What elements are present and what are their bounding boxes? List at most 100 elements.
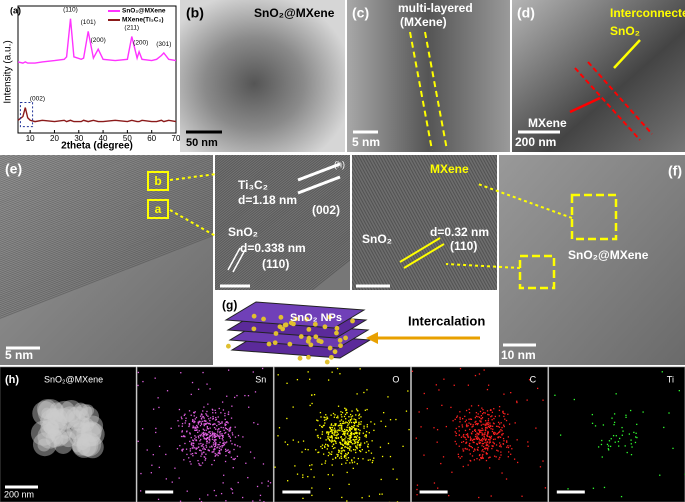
element-dot bbox=[209, 417, 212, 419]
element-dot bbox=[214, 445, 217, 447]
particle-blob bbox=[65, 406, 90, 431]
element-dot bbox=[355, 429, 357, 431]
arrow-head bbox=[366, 332, 378, 344]
element-dot bbox=[203, 406, 205, 408]
element-dot bbox=[355, 445, 357, 447]
eds-mapping: SnO₂@MXene Sn O C Ti(h)200 nm bbox=[0, 366, 685, 502]
element-dot bbox=[193, 447, 195, 449]
fringe bbox=[438, 155, 497, 263]
element-dot bbox=[506, 446, 508, 448]
element-dot bbox=[339, 427, 341, 429]
element-dot bbox=[349, 448, 351, 450]
element-dot bbox=[198, 421, 200, 423]
element-dot bbox=[195, 448, 197, 450]
element-dot bbox=[165, 478, 167, 480]
element-dot bbox=[185, 417, 187, 419]
element-dot bbox=[194, 426, 196, 428]
element-dot bbox=[207, 415, 209, 417]
element-dot bbox=[489, 456, 491, 458]
element-dot bbox=[332, 443, 335, 445]
element-dot bbox=[465, 438, 467, 441]
element-dot bbox=[196, 426, 199, 428]
element-dot bbox=[203, 423, 205, 425]
element-dot bbox=[194, 435, 196, 437]
element-dot bbox=[491, 415, 493, 417]
element-dot bbox=[497, 421, 500, 424]
element-dot bbox=[356, 409, 358, 412]
element-dot bbox=[359, 429, 361, 432]
element-dot bbox=[475, 415, 478, 417]
element-dot bbox=[249, 451, 252, 453]
element-dot bbox=[345, 421, 347, 423]
element-dot bbox=[337, 429, 339, 431]
element-dot bbox=[490, 415, 492, 418]
element-dot bbox=[443, 378, 445, 380]
element-dot bbox=[407, 390, 409, 392]
element-dot bbox=[188, 425, 190, 428]
map-title: Ti bbox=[667, 374, 674, 384]
element-dot bbox=[489, 422, 491, 424]
element-dot bbox=[221, 421, 223, 423]
fringe bbox=[411, 155, 487, 290]
element-dot bbox=[493, 442, 495, 444]
fringe bbox=[215, 155, 261, 192]
annotation: multi-layered bbox=[398, 1, 473, 15]
element-dot bbox=[202, 448, 204, 450]
element-dot bbox=[469, 436, 472, 438]
element-dot bbox=[200, 434, 202, 436]
element-dot bbox=[465, 419, 467, 421]
element-dot bbox=[498, 445, 501, 447]
element-dot bbox=[323, 419, 326, 421]
fringe bbox=[215, 155, 291, 216]
element-dot bbox=[337, 455, 339, 457]
element-dot bbox=[337, 417, 339, 419]
x-tick-label: 40 bbox=[99, 134, 108, 143]
element-dot bbox=[482, 409, 484, 411]
particle-blob bbox=[47, 428, 61, 441]
element-dot bbox=[338, 424, 340, 426]
element-dot bbox=[459, 418, 461, 420]
element-dot bbox=[481, 445, 483, 447]
fringe bbox=[251, 211, 350, 290]
fringe bbox=[444, 155, 497, 252]
fringe bbox=[215, 161, 350, 270]
element-dot bbox=[474, 374, 477, 377]
fringe-marker bbox=[232, 249, 246, 273]
fringe bbox=[352, 214, 394, 290]
element-dot bbox=[416, 494, 418, 496]
element-dot bbox=[469, 439, 472, 441]
element-dot bbox=[345, 443, 347, 445]
element-dot bbox=[487, 449, 489, 451]
element-dot bbox=[234, 444, 236, 446]
element-dot bbox=[181, 449, 183, 451]
element-dot bbox=[323, 424, 325, 426]
fringe bbox=[215, 173, 350, 282]
element-dot bbox=[343, 433, 346, 436]
element-dot bbox=[316, 435, 319, 437]
element-dot bbox=[350, 433, 353, 436]
element-dot bbox=[448, 494, 450, 497]
element-dot bbox=[201, 462, 204, 464]
element-dot bbox=[341, 438, 343, 440]
element-dot bbox=[537, 387, 539, 390]
element-dot bbox=[202, 428, 204, 430]
fringe bbox=[402, 155, 478, 290]
element-dot bbox=[181, 422, 184, 425]
element-dot bbox=[630, 439, 632, 441]
element-dot bbox=[475, 420, 477, 423]
element-dot bbox=[204, 459, 206, 461]
fringe bbox=[0, 180, 213, 265]
annotation: SnO₂ NPs bbox=[290, 312, 342, 324]
element-dot bbox=[440, 462, 442, 465]
particle-blob bbox=[81, 421, 102, 443]
element-dot bbox=[470, 446, 472, 448]
element-dot bbox=[426, 407, 428, 410]
element-dot bbox=[197, 431, 199, 434]
element-dot bbox=[218, 407, 220, 410]
nanoparticle bbox=[277, 324, 283, 330]
lattice-fringes bbox=[352, 155, 497, 290]
element-dot bbox=[360, 421, 362, 423]
element-dot bbox=[228, 428, 230, 430]
element-dot bbox=[349, 427, 352, 429]
element-dot bbox=[630, 443, 632, 445]
